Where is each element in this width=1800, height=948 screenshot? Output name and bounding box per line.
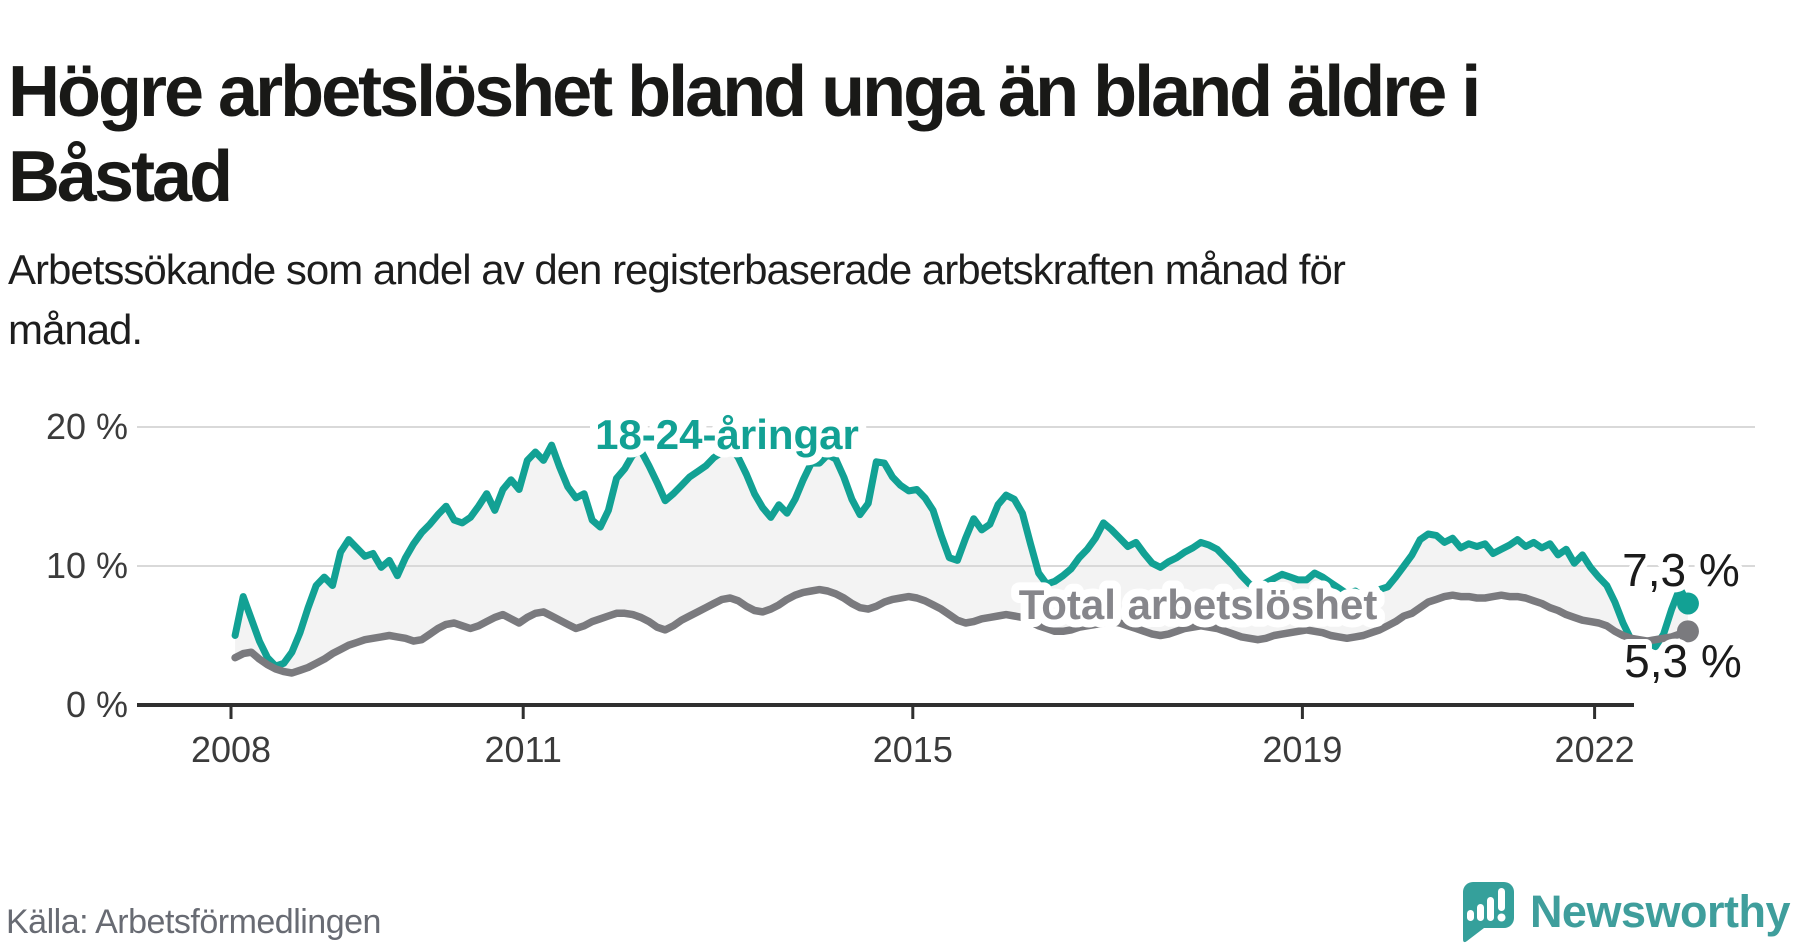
source-note: Källa: Arbetsförmedlingen bbox=[6, 903, 381, 941]
series-line-young bbox=[231, 441, 1692, 670]
x-tick-label: 2008 bbox=[191, 729, 271, 770]
series-end-dot-total bbox=[1676, 620, 1699, 643]
x-tick-label: 2015 bbox=[873, 729, 953, 770]
newsworthy-bubble-chart-icon bbox=[1462, 882, 1514, 943]
series-label-total: Total arbetslöshet bbox=[1019, 581, 1378, 628]
x-tick-label: 2019 bbox=[1262, 729, 1342, 770]
x-tick-label: 2011 bbox=[484, 729, 561, 770]
end-value-label-young: 7,3 % bbox=[1622, 544, 1740, 596]
series-end-dot-young bbox=[1676, 592, 1699, 615]
page-title: Högre arbetslöshet bland unga än bland ä… bbox=[8, 52, 1481, 218]
series-line-total bbox=[231, 585, 1692, 677]
chart-subtitle: Arbetssökande som andel av den registerb… bbox=[8, 246, 1346, 354]
newsworthy-logo: Newsworthy bbox=[1456, 880, 1791, 944]
series-label-young: 18-24-åringar bbox=[595, 411, 859, 458]
x-tick-label: 2022 bbox=[1555, 729, 1635, 770]
end-value-label-total: 5,3 % bbox=[1624, 635, 1742, 687]
y-tick-label: 20 % bbox=[46, 406, 128, 447]
y-tick-label: 0 % bbox=[66, 684, 128, 725]
y-tick-label: 10 % bbox=[46, 545, 128, 586]
newsworthy-logo-text: Newsworthy bbox=[1529, 886, 1791, 937]
